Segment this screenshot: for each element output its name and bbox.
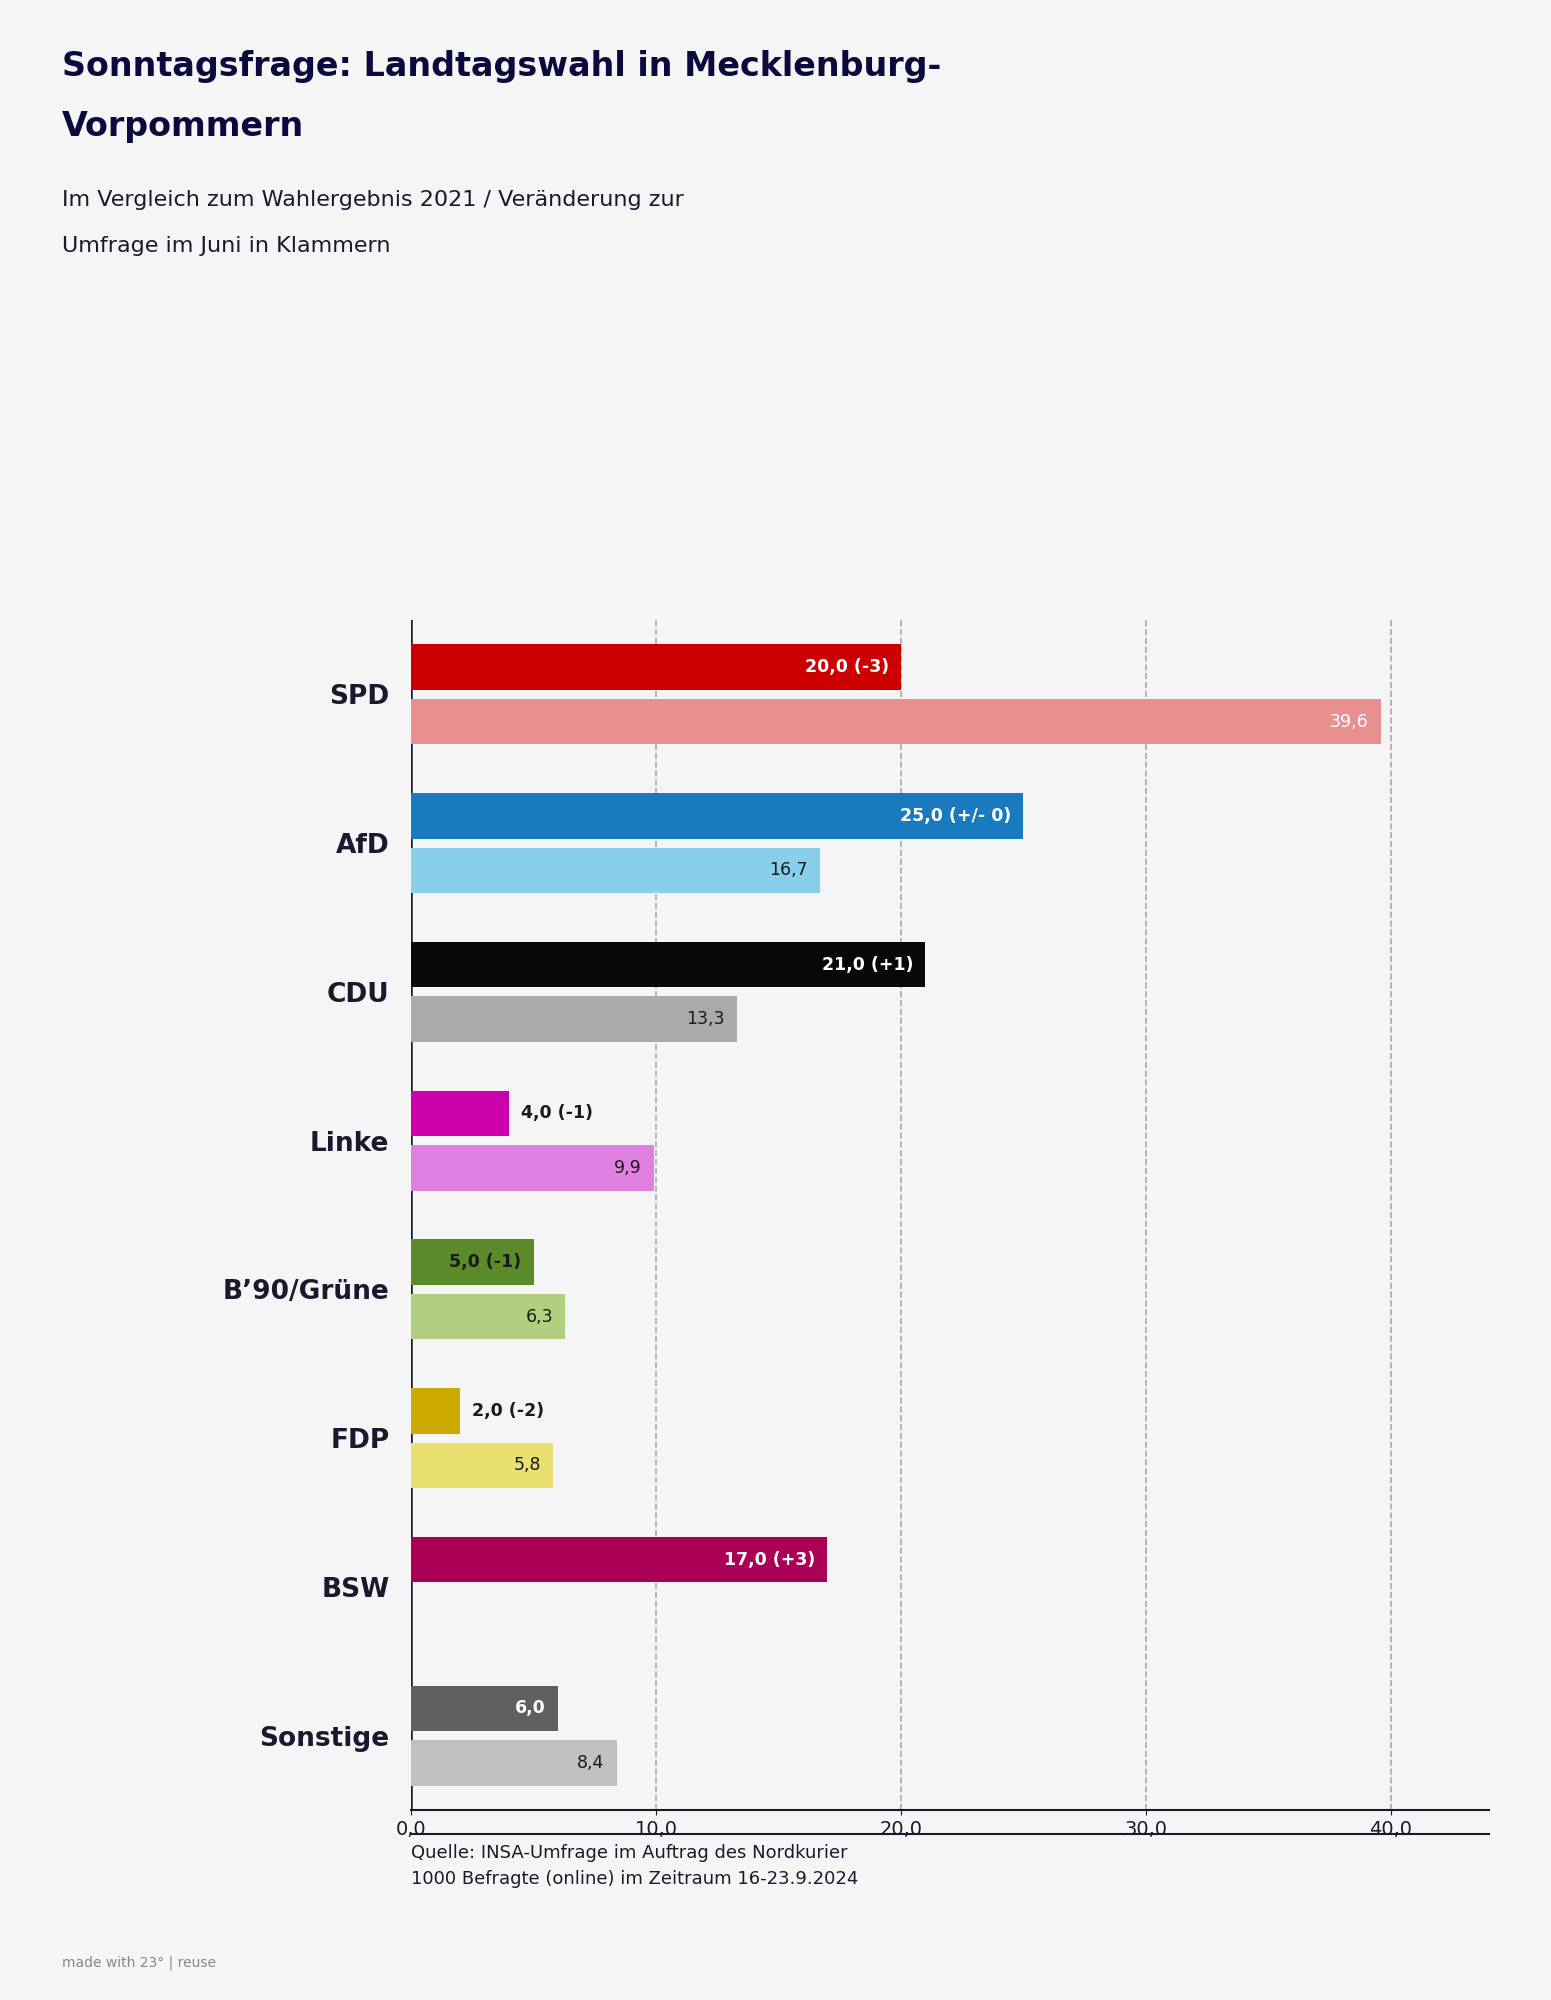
Bar xyxy=(411,1686,558,1732)
Bar xyxy=(411,698,1382,744)
Bar xyxy=(411,942,926,988)
Bar xyxy=(411,1240,534,1284)
Text: 21,0 (+1): 21,0 (+1) xyxy=(822,956,914,974)
Text: 9,9: 9,9 xyxy=(614,1158,641,1176)
Bar xyxy=(411,996,737,1042)
Text: 13,3: 13,3 xyxy=(686,1010,724,1028)
Bar xyxy=(411,1740,617,1786)
Text: Umfrage im Juni in Klammern: Umfrage im Juni in Klammern xyxy=(62,236,391,256)
Text: Im Vergleich zum Wahlergebnis 2021 / Veränderung zur: Im Vergleich zum Wahlergebnis 2021 / Ver… xyxy=(62,190,684,210)
Bar xyxy=(411,1536,828,1582)
Bar xyxy=(411,1388,461,1434)
Text: 6,3: 6,3 xyxy=(526,1308,554,1326)
Text: 8,4: 8,4 xyxy=(577,1754,605,1772)
Bar xyxy=(411,848,820,894)
Text: 39,6: 39,6 xyxy=(1331,712,1370,730)
Text: 17,0 (+3): 17,0 (+3) xyxy=(724,1550,816,1568)
Text: 2,0 (-2): 2,0 (-2) xyxy=(472,1402,544,1420)
Bar xyxy=(411,1442,554,1488)
Bar xyxy=(411,1090,509,1136)
Text: made with 23° | reuse: made with 23° | reuse xyxy=(62,1956,216,1970)
Text: 5,8: 5,8 xyxy=(513,1456,541,1474)
Text: Quelle: INSA-Umfrage im Auftrag des Nordkurier
1000 Befragte (online) im Zeitrau: Quelle: INSA-Umfrage im Auftrag des Nord… xyxy=(411,1844,858,1888)
Text: Vorpommern: Vorpommern xyxy=(62,110,304,144)
Text: 16,7: 16,7 xyxy=(769,862,808,880)
Text: 20,0 (-3): 20,0 (-3) xyxy=(805,658,889,676)
Text: Sonntagsfrage: Landtagswahl in Mecklenburg-: Sonntagsfrage: Landtagswahl in Mecklenbu… xyxy=(62,50,941,82)
Bar xyxy=(411,644,901,690)
Text: 25,0 (+/- 0): 25,0 (+/- 0) xyxy=(900,806,1011,824)
Text: 6,0: 6,0 xyxy=(515,1700,546,1718)
Text: 4,0 (-1): 4,0 (-1) xyxy=(521,1104,594,1122)
Bar xyxy=(411,1294,566,1340)
Bar xyxy=(411,794,1024,838)
Bar xyxy=(411,1146,653,1190)
Text: 5,0 (-1): 5,0 (-1) xyxy=(450,1254,521,1272)
